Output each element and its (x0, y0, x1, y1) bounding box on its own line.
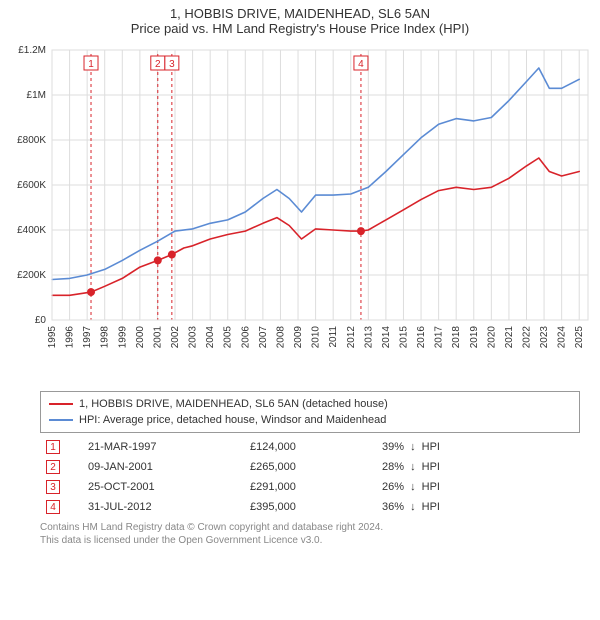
title-line-2: Price paid vs. HM Land Registry's House … (0, 21, 600, 36)
down-arrow-icon: ↓ (404, 501, 422, 513)
svg-text:2006: 2006 (240, 326, 251, 349)
down-arrow-icon: ↓ (404, 481, 422, 493)
svg-text:2014: 2014 (381, 326, 392, 349)
event-vs-hpi: 28% ↓ HPI (376, 457, 580, 477)
svg-text:1999: 1999 (117, 326, 128, 349)
event-vs-hpi: 26% ↓ HPI (376, 477, 580, 497)
down-arrow-icon: ↓ (404, 441, 422, 453)
legend-item: HPI: Average price, detached house, Wind… (49, 412, 571, 428)
svg-text:£1M: £1M (27, 90, 46, 101)
svg-text:2008: 2008 (275, 326, 286, 349)
svg-text:1: 1 (88, 59, 94, 70)
chart-title-block: 1, HOBBIS DRIVE, MAIDENHEAD, SL6 5AN Pri… (0, 0, 600, 36)
svg-text:2003: 2003 (188, 326, 199, 349)
down-arrow-icon: ↓ (404, 461, 422, 473)
legend-item: 1, HOBBIS DRIVE, MAIDENHEAD, SL6 5AN (de… (49, 396, 571, 412)
legend: 1, HOBBIS DRIVE, MAIDENHEAD, SL6 5AN (de… (40, 391, 580, 433)
event-price: £291,000 (244, 477, 376, 497)
event-date: 21-MAR-1997 (82, 437, 244, 457)
svg-text:2000: 2000 (135, 326, 146, 349)
svg-text:2020: 2020 (486, 326, 497, 349)
svg-text:2001: 2001 (152, 326, 163, 349)
svg-text:1998: 1998 (100, 326, 111, 349)
svg-text:2011: 2011 (328, 326, 339, 348)
svg-text:2025: 2025 (574, 326, 585, 349)
event-marker: 2 (46, 460, 60, 474)
event-vs-hpi: 36% ↓ HPI (376, 497, 580, 517)
legend-swatch (49, 419, 73, 421)
event-date: 25-OCT-2001 (82, 477, 244, 497)
event-row: 1 21-MAR-1997£124,00039% ↓ HPI (40, 437, 580, 457)
svg-text:1997: 1997 (82, 326, 93, 349)
event-row: 4 31-JUL-2012£395,00036% ↓ HPI (40, 497, 580, 517)
title-line-1: 1, HOBBIS DRIVE, MAIDENHEAD, SL6 5AN (0, 6, 600, 21)
svg-text:1995: 1995 (47, 326, 58, 349)
event-marker: 3 (46, 480, 60, 494)
event-date: 09-JAN-2001 (82, 457, 244, 477)
svg-text:2022: 2022 (521, 326, 532, 349)
svg-text:2015: 2015 (398, 326, 409, 349)
event-price: £124,000 (244, 437, 376, 457)
svg-text:2018: 2018 (451, 326, 462, 349)
svg-text:2005: 2005 (223, 326, 234, 349)
svg-text:2013: 2013 (363, 326, 374, 349)
svg-text:£200K: £200K (17, 270, 46, 281)
svg-text:2004: 2004 (205, 326, 216, 349)
legend-label: HPI: Average price, detached house, Wind… (79, 412, 386, 428)
legend-swatch (49, 403, 73, 405)
event-price: £395,000 (244, 497, 376, 517)
event-date: 31-JUL-2012 (82, 497, 244, 517)
event-row: 3 25-OCT-2001£291,00026% ↓ HPI (40, 477, 580, 497)
svg-text:2009: 2009 (293, 326, 304, 349)
svg-text:2: 2 (155, 59, 161, 70)
svg-text:£600K: £600K (17, 180, 46, 191)
event-price: £265,000 (244, 457, 376, 477)
svg-text:2024: 2024 (557, 326, 568, 349)
svg-text:£400K: £400K (17, 225, 46, 236)
svg-text:£1.2M: £1.2M (18, 45, 46, 56)
svg-text:3: 3 (169, 59, 175, 70)
price-chart-svg: £0 £200K £400K £600K £800K £1M £1.2M 1995 1996 19… (0, 40, 600, 380)
event-vs-hpi: 39% ↓ HPI (376, 437, 580, 457)
attribution-line-2: This data is licensed under the Open Gov… (40, 534, 580, 547)
svg-text:£0: £0 (35, 315, 47, 326)
attribution-line-1: Contains HM Land Registry data © Crown c… (40, 521, 580, 534)
attribution: Contains HM Land Registry data © Crown c… (40, 521, 580, 547)
svg-text:2023: 2023 (539, 326, 550, 349)
svg-text:2017: 2017 (434, 326, 445, 349)
svg-text:1996: 1996 (65, 326, 76, 349)
svg-text:4: 4 (358, 59, 364, 70)
event-marker: 4 (46, 500, 60, 514)
svg-text:2007: 2007 (258, 326, 269, 349)
svg-text:2016: 2016 (416, 326, 427, 349)
svg-text:£800K: £800K (17, 135, 46, 146)
events-table: 1 21-MAR-1997£124,00039% ↓ HPI 2 09-JAN-200… (40, 437, 580, 517)
legend-label: 1, HOBBIS DRIVE, MAIDENHEAD, SL6 5AN (de… (79, 396, 388, 412)
svg-text:2010: 2010 (311, 326, 322, 349)
svg-text:2019: 2019 (469, 326, 480, 349)
svg-text:2021: 2021 (504, 326, 515, 349)
svg-text:2002: 2002 (170, 326, 181, 349)
event-row: 2 09-JAN-2001£265,00028% ↓ HPI (40, 457, 580, 477)
event-marker: 1 (46, 440, 60, 454)
chart-area: £0 £200K £400K £600K £800K £1M £1.2M 1995 1996 19… (0, 40, 600, 385)
svg-text:2012: 2012 (346, 326, 357, 349)
